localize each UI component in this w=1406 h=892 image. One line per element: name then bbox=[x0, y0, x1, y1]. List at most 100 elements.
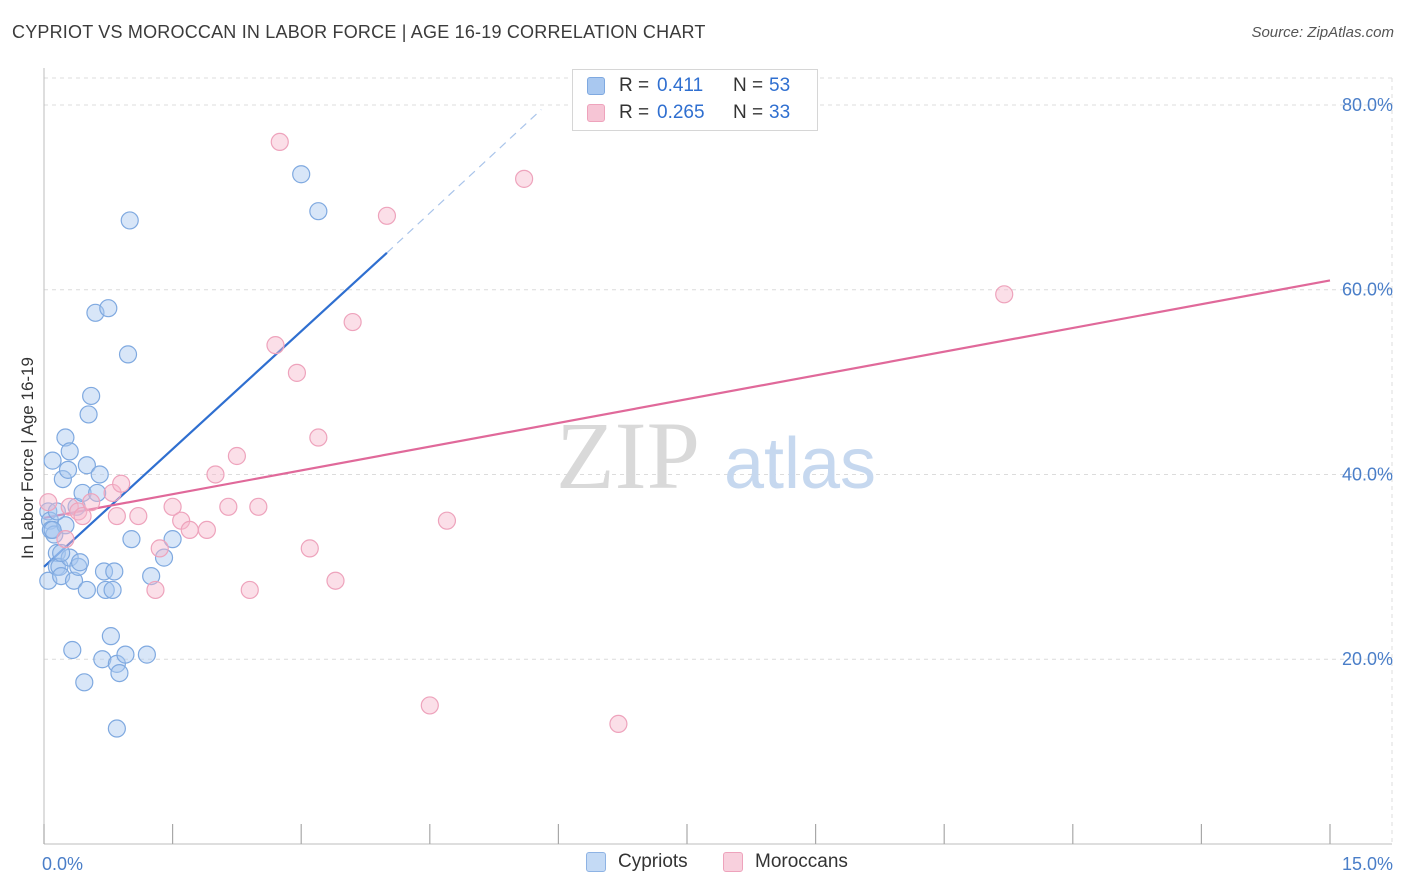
point-moroccans bbox=[326, 571, 345, 590]
point-moroccans bbox=[150, 539, 169, 558]
point-cypriots bbox=[50, 557, 69, 576]
legend-n-label: N = bbox=[733, 75, 764, 96]
point-moroccans bbox=[266, 336, 285, 355]
point-cypriots bbox=[43, 451, 62, 470]
point-moroccans bbox=[609, 714, 628, 734]
trend-lines bbox=[43, 109, 1331, 568]
point-cypriots bbox=[120, 211, 139, 230]
point-cypriots bbox=[90, 465, 109, 484]
point-cypriots bbox=[118, 345, 138, 364]
point-cypriots bbox=[142, 566, 161, 586]
y-tick-label: 40.0% bbox=[1342, 464, 1393, 484]
legend-swatch-blue bbox=[586, 852, 606, 872]
point-cypriots bbox=[116, 645, 135, 664]
point-cypriots bbox=[52, 543, 71, 563]
point-cypriots bbox=[137, 645, 156, 664]
legend-row-cypriots: R = 0.411 N = 53 bbox=[587, 74, 790, 98]
x-tick-label: 0.0% bbox=[42, 854, 83, 874]
point-cypriots bbox=[101, 627, 120, 646]
point-cypriots bbox=[60, 442, 79, 461]
y-tick-label: 20.0% bbox=[1342, 649, 1393, 669]
legend-n-value: 33 bbox=[769, 102, 791, 123]
point-cypriots bbox=[103, 580, 122, 600]
point-moroccans bbox=[270, 132, 289, 152]
point-moroccans bbox=[129, 506, 148, 526]
point-cypriots bbox=[43, 520, 62, 540]
y-tick-label: 60.0% bbox=[1342, 280, 1393, 300]
x-tick-label: 15.0% bbox=[1342, 854, 1393, 874]
legend-r-label: R = bbox=[619, 102, 650, 123]
legend-row-moroccans: R = 0.265 N = 33 bbox=[587, 101, 790, 125]
point-moroccans bbox=[112, 474, 131, 493]
point-cypriots bbox=[79, 405, 98, 424]
point-moroccans bbox=[39, 493, 58, 512]
legend-swatch-pink bbox=[587, 104, 605, 122]
legend-n-value: 53 bbox=[769, 75, 791, 96]
point-moroccans bbox=[219, 497, 238, 516]
point-cypriots bbox=[105, 562, 124, 581]
legend-r-value: 0.265 bbox=[657, 102, 705, 123]
legend-item-cypriots[interactable]: Cypriots bbox=[586, 851, 688, 873]
trend-line-cypriots bbox=[43, 251, 388, 568]
legend-r-value: 0.411 bbox=[657, 75, 704, 96]
point-moroccans bbox=[343, 312, 362, 332]
point-cypriots bbox=[70, 553, 90, 572]
trend-line-moroccans bbox=[43, 279, 1331, 519]
legend-swatch-pink bbox=[723, 852, 743, 872]
point-cypriots bbox=[107, 719, 126, 738]
y-tick-label: 80.0% bbox=[1342, 95, 1393, 115]
point-moroccans bbox=[163, 497, 182, 516]
point-cypriots bbox=[77, 580, 96, 600]
tick-labels: 20.0% 40.0% 60.0% 80.0% 0.0% 15.0% bbox=[42, 95, 1393, 874]
point-moroccans bbox=[309, 428, 328, 447]
point-moroccans bbox=[420, 696, 439, 715]
x-axis bbox=[43, 68, 1392, 845]
point-cypriots bbox=[88, 483, 107, 503]
legend-label-cypriots: Cypriots bbox=[618, 851, 688, 872]
legend-label-moroccans: Moroccans bbox=[755, 851, 848, 872]
point-cypriots bbox=[292, 165, 311, 184]
point-moroccans bbox=[240, 580, 259, 600]
point-cypriots bbox=[94, 562, 114, 581]
series-legend: Cypriots Moroccans bbox=[0, 851, 1406, 877]
point-moroccans bbox=[146, 580, 165, 600]
point-cypriots bbox=[122, 530, 141, 549]
chart-source: Source: ZipAtlas.com bbox=[1251, 24, 1394, 41]
point-cypriots bbox=[110, 663, 129, 683]
point-cypriots bbox=[75, 673, 94, 692]
point-moroccans bbox=[206, 465, 225, 484]
data-points bbox=[39, 132, 1014, 738]
point-moroccans bbox=[437, 511, 457, 530]
watermark-atlas: atlas bbox=[724, 424, 876, 504]
point-moroccans bbox=[995, 285, 1014, 304]
gridlines bbox=[44, 77, 1393, 844]
point-moroccans bbox=[56, 530, 75, 549]
point-moroccans bbox=[60, 497, 79, 516]
legend-n-label: N = bbox=[733, 102, 764, 123]
legend-item-moroccans[interactable]: Moroccans bbox=[723, 851, 848, 873]
chart-title: CYPRIOT VS MOROCCAN IN LABOR FORCE | AGE… bbox=[12, 22, 706, 42]
stats-legend: R = 0.411 N = 53 R = 0.265 N = 33 bbox=[572, 69, 818, 131]
point-moroccans bbox=[377, 206, 397, 225]
point-cypriots bbox=[64, 571, 84, 590]
legend-r-label: R = bbox=[619, 75, 650, 96]
watermark: ZIP atlas bbox=[556, 402, 876, 509]
point-cypriots bbox=[163, 530, 182, 549]
point-cypriots bbox=[93, 650, 112, 669]
point-moroccans bbox=[300, 539, 319, 558]
point-moroccans bbox=[227, 446, 246, 466]
point-cypriots bbox=[154, 548, 174, 567]
point-cypriots bbox=[58, 460, 78, 479]
point-moroccans bbox=[287, 363, 307, 382]
point-cypriots bbox=[77, 456, 96, 475]
point-moroccans bbox=[197, 520, 216, 540]
point-moroccans bbox=[180, 520, 199, 540]
point-moroccans bbox=[73, 506, 92, 526]
watermark-zip: ZIP bbox=[556, 402, 700, 509]
point-cypriots bbox=[56, 428, 75, 447]
point-moroccans bbox=[515, 169, 534, 188]
point-cypriots bbox=[63, 640, 82, 660]
point-cypriots bbox=[82, 386, 101, 406]
point-cypriots bbox=[99, 299, 118, 318]
